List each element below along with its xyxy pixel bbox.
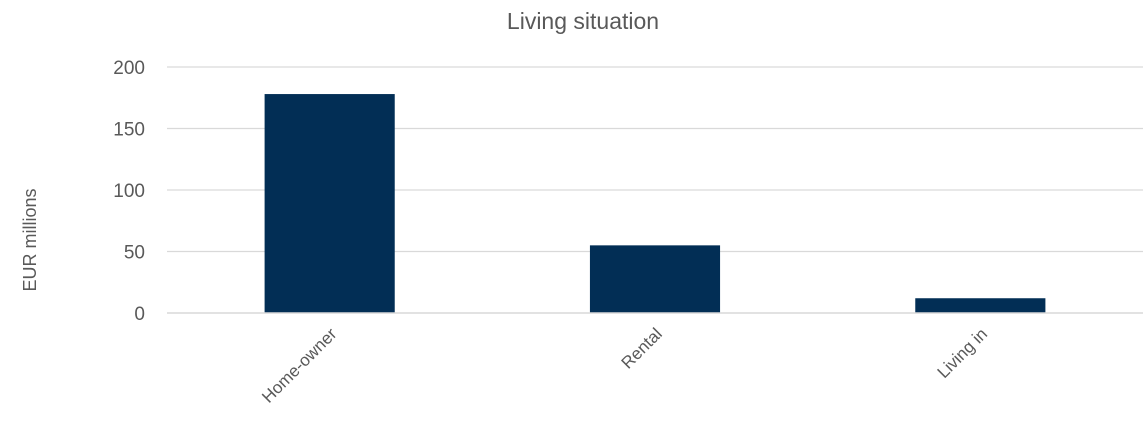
bar-rental — [589, 245, 721, 313]
y-axis-ticks: 0 50 100 150 200 — [113, 58, 145, 325]
y-tick-label: 150 — [113, 120, 145, 141]
y-tick-label: 0 — [134, 304, 145, 325]
y-tick-label: 50 — [124, 243, 145, 264]
category-labels: Home-owner Rental Living in — [258, 324, 991, 406]
y-tick-label: 100 — [113, 181, 145, 202]
chart-title: Living situation — [507, 8, 659, 34]
bar-living-in — [915, 298, 1046, 313]
bar-home-owner — [264, 94, 395, 313]
x-tick-label: Living in — [934, 324, 992, 382]
y-axis-label: EUR millions — [20, 188, 40, 291]
x-tick-label: Rental — [618, 324, 666, 372]
y-tick-label: 200 — [113, 58, 145, 79]
bars — [264, 94, 1046, 313]
x-tick-label: Home-owner — [258, 324, 340, 406]
